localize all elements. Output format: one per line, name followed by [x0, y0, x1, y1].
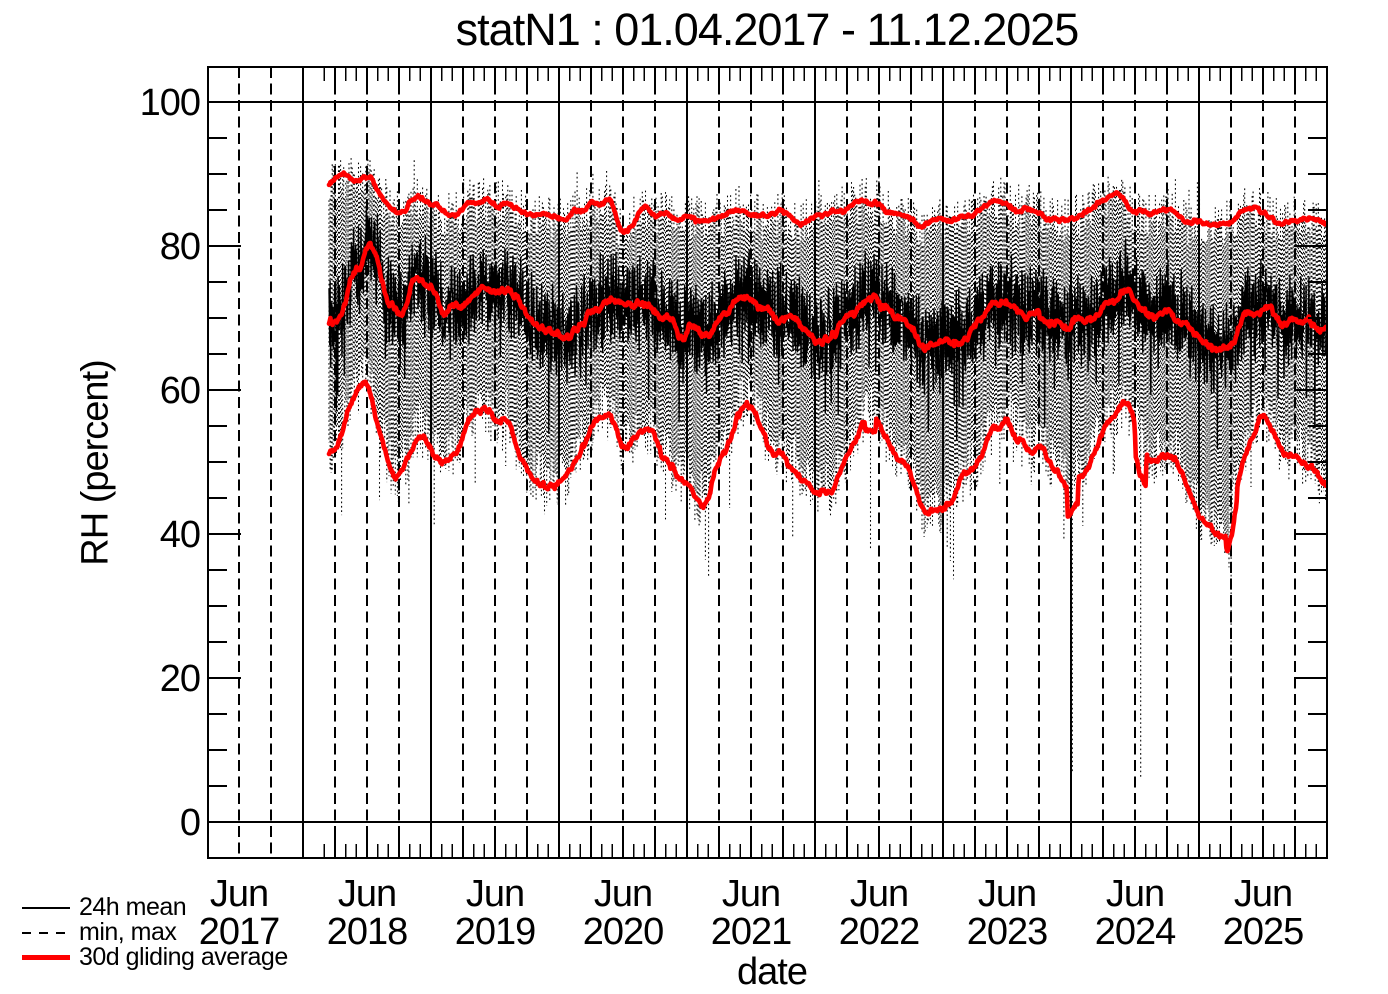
x-tick-label-month: Jun — [722, 873, 780, 915]
x-tick-label-year: 2021 — [711, 911, 792, 953]
chart-title: statN1 : 01.04.2017 - 11.12.2025 — [455, 4, 1080, 55]
minmax-dotted-series — [328, 158, 1327, 779]
x-tick-label-year: 2025 — [1223, 911, 1304, 953]
series — [326, 158, 1328, 779]
x-tick-label-year: 2024 — [1095, 911, 1176, 953]
y-axis-title: RH (percent) — [74, 360, 117, 566]
axes — [207, 66, 1328, 859]
y-tick-label: 20 — [160, 658, 200, 700]
dashed-line-icon — [22, 931, 70, 934]
x-tick-label-month: Jun — [1106, 873, 1164, 915]
x-tick-label-year: 2017 — [199, 911, 280, 953]
mean-30d-average — [326, 240, 1328, 354]
x-tick-label-month: Jun — [850, 873, 908, 915]
x-tick-label-year: 2023 — [967, 911, 1048, 953]
x-tick-label-year: 2020 — [583, 911, 664, 953]
min-30d-average — [326, 379, 1328, 554]
max-30d-average — [326, 170, 1328, 235]
y-tick-label: 0 — [180, 802, 200, 844]
x-axis-title: date — [737, 951, 808, 993]
legend-label: 30d gliding average — [79, 943, 288, 971]
x-tick-label-month: Jun — [978, 873, 1036, 915]
solid-line-icon — [22, 906, 70, 909]
legend-item-mean: 24h mean — [22, 895, 288, 920]
y-tick-label: 40 — [160, 514, 200, 556]
x-tick-label-month: Jun — [466, 873, 524, 915]
y-tick-label: 100 — [140, 82, 200, 124]
legend-item-average: 30d gliding average — [22, 945, 288, 970]
tick-labels: 020406080100Jun2017Jun2018Jun2019Jun2020… — [140, 82, 1305, 953]
x-tick-label-year: 2022 — [839, 911, 920, 953]
plot-frame — [207, 66, 1328, 859]
red-line-icon — [22, 955, 70, 960]
x-tick-label-month: Jun — [594, 873, 652, 915]
legend-item-minmax: min, max — [22, 920, 288, 945]
x-tick-label-month: Jun — [338, 873, 396, 915]
legend-label: 24h mean — [79, 893, 187, 921]
legend: 24h mean min, max 30d gliding average — [22, 895, 288, 970]
x-tick-label-month: Jun — [210, 873, 268, 915]
y-tick-label: 60 — [160, 370, 200, 412]
y-tick-label: 80 — [160, 226, 200, 268]
x-tick-label-year: 2019 — [455, 911, 536, 953]
x-tick-label-month: Jun — [1234, 873, 1292, 915]
legend-label: min, max — [79, 918, 177, 946]
x-tick-label-year: 2018 — [327, 911, 408, 953]
